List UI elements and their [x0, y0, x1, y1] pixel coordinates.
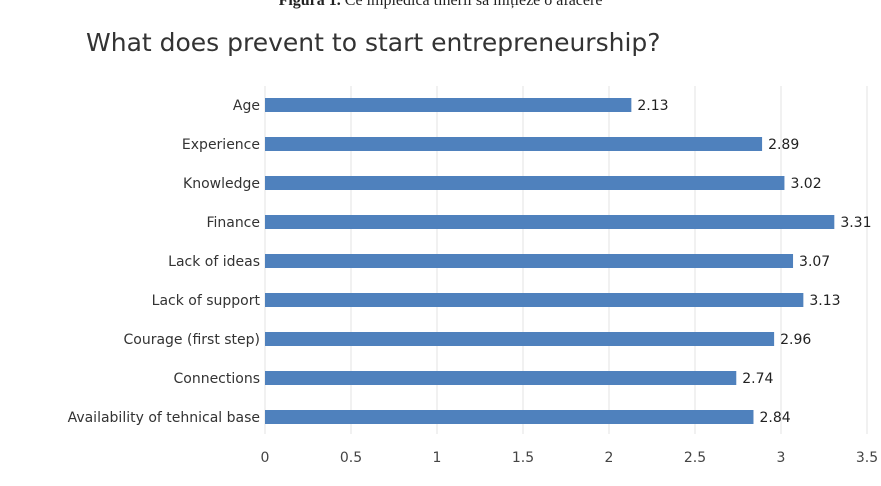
x-tick-label: 2: [605, 450, 614, 466]
category-label: Lack of support: [152, 293, 261, 309]
bar: [265, 410, 754, 424]
category-label: Finance: [206, 215, 260, 231]
x-tick-label: 0.5: [340, 450, 362, 466]
x-tick-label: 2.5: [684, 450, 706, 466]
category-label: Courage (first step): [123, 332, 260, 348]
bars: [265, 98, 835, 424]
data-label: 3.31: [840, 215, 871, 231]
figure-caption-label: Figura 1.: [278, 0, 341, 9]
data-label: 2.74: [742, 371, 773, 387]
x-tick-label: 1: [433, 450, 442, 466]
category-label: Knowledge: [183, 176, 260, 192]
category-label: Connections: [173, 371, 260, 387]
bar: [265, 215, 835, 229]
x-tick-label: 3: [777, 450, 786, 466]
x-tick-label: 3.5: [856, 450, 878, 466]
bar: [265, 371, 737, 385]
figure-caption-text: Ce împiedică tinerii să inițieze o aface…: [344, 0, 603, 9]
bar: [265, 98, 632, 112]
data-label: 3.07: [799, 254, 830, 270]
chart-title: What does prevent to start entrepreneurs…: [86, 28, 661, 57]
data-label: 3.13: [809, 293, 840, 309]
bar: [265, 332, 775, 346]
bar: [265, 176, 785, 190]
category-label: Availability of tehnical base: [68, 410, 260, 426]
bar: [265, 293, 804, 307]
x-tick-label: 0: [261, 450, 270, 466]
bar: [265, 137, 763, 151]
data-label: 2.13: [637, 98, 668, 114]
bar: [265, 254, 794, 268]
data-label: 2.96: [780, 332, 811, 348]
category-label: Age: [233, 98, 260, 114]
labels: 0 0.5 1 1.5 2 2.5 3 3.5 Age 2.13 Experience 2.89 Kno…: [68, 98, 879, 466]
category-label: Lack of ideas: [168, 254, 260, 270]
data-label: 2.84: [759, 410, 790, 426]
figure-caption: Figura 1. Ce împiedică tinerii să iniție…: [0, 0, 881, 10]
data-label: 3.02: [790, 176, 821, 192]
data-label: 2.89: [768, 137, 799, 153]
category-label: Experience: [182, 137, 260, 153]
x-tick-label: 1.5: [512, 450, 534, 466]
